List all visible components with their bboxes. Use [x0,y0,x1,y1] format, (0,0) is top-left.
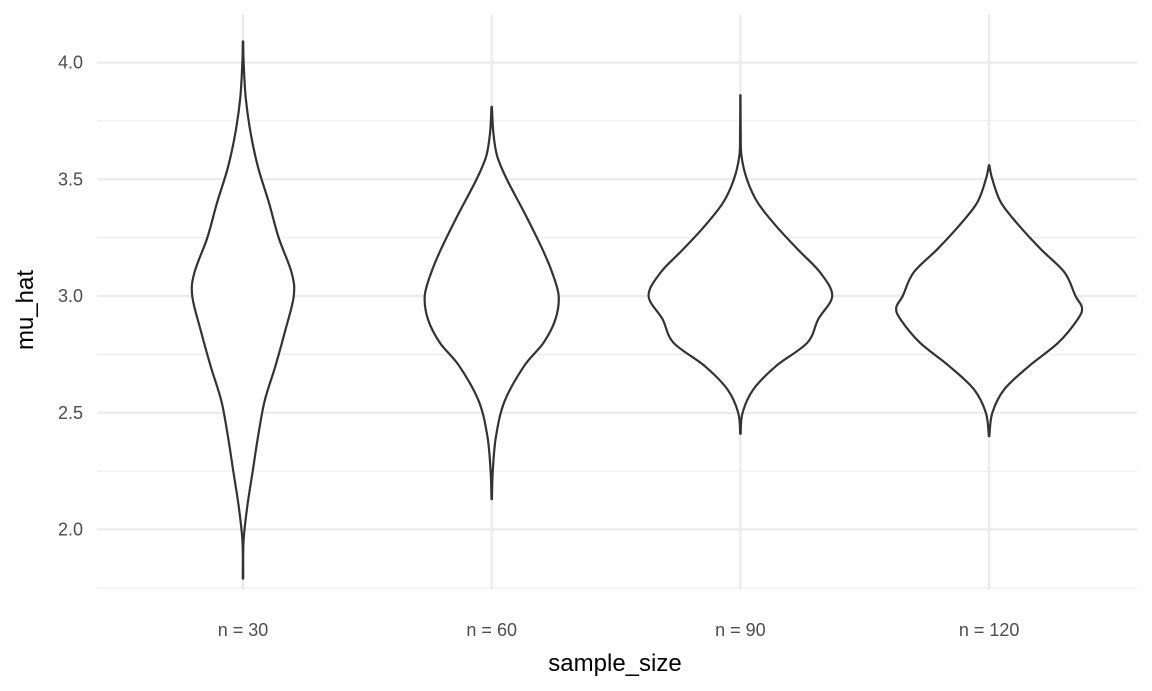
x-axis-title: sample_size [548,650,681,677]
x-axis-ticks: n = 30 n = 60 n = 90 n = 120 [218,620,1020,640]
violin-group [190,40,1084,580]
violin-n-30 [190,40,296,580]
x-tick-label: n = 90 [715,620,766,640]
y-tick-label: 2.0 [58,520,83,540]
y-tick-label: 2.5 [58,403,83,423]
y-tick-label: 3.0 [58,286,83,306]
violin-n-120 [895,164,1084,438]
violin-n-90 [647,94,834,435]
y-tick-label: 4.0 [58,53,83,73]
y-tick-label: 3.5 [58,169,83,189]
y-axis-title: mu_hat [12,270,39,350]
x-tick-label: n = 30 [218,620,269,640]
x-tick-label: n = 120 [959,620,1020,640]
y-axis-ticks: 2.0 2.5 3.0 3.5 4.0 [58,53,83,540]
x-tick-label: n = 60 [466,620,517,640]
violin-n-60 [423,105,560,501]
